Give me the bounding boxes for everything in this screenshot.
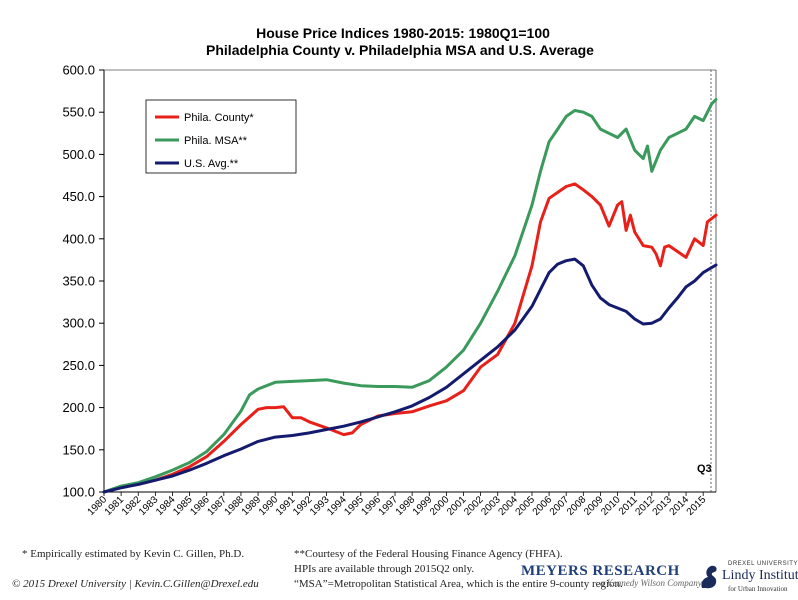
- copyright: © 2015 Drexel University | Kevin.C.Gille…: [12, 578, 259, 590]
- y-tick-label: 550.0: [62, 105, 95, 120]
- drexel-university-label: DREXEL UNIVERSITY: [728, 561, 798, 567]
- legend-label: U.S. Avg.**: [184, 158, 239, 170]
- chart-subtitle: Philadelphia County v. Philadelphia MSA …: [206, 42, 594, 58]
- legend-box: [145, 99, 297, 174]
- series-line-phila-msa: [102, 98, 718, 494]
- y-tick-label: 400.0: [62, 231, 95, 246]
- y-tick-label: 200.0: [62, 400, 95, 415]
- drexel-dragon-icon: [701, 565, 717, 589]
- q3-annotation: Q3: [697, 463, 712, 475]
- y-tick-label: 500.0: [62, 147, 95, 162]
- legend-label: Phila. MSA**: [184, 135, 248, 147]
- y-tick-label: 350.0: [62, 274, 95, 289]
- y-tick-label: 100.0: [62, 485, 95, 500]
- y-tick-label: 300.0: [62, 316, 95, 331]
- footnote-hpi: HPIs are available through 2015Q2 only.: [294, 563, 475, 575]
- meyers-research-tagline: a Kennedy Wilson Company: [600, 578, 702, 588]
- series-line-phila-county: [102, 182, 718, 494]
- legend: Phila. County* Phila. MSA** U.S. Avg.**: [145, 99, 297, 174]
- y-tick-label: 150.0: [62, 442, 95, 457]
- series-line-us-avg: [102, 257, 718, 494]
- lindy-institute-tagline: for Urban Innovation: [728, 585, 788, 593]
- series-layer: [102, 98, 718, 494]
- footnote-msa: “MSA”=Metropolitan Statistical Area, whi…: [294, 578, 623, 590]
- x-tick-label: 2015: [685, 494, 709, 518]
- footnote-author: * Empirically estimated by Kevin C. Gill…: [22, 548, 245, 560]
- chart-axes: 100.0 150.0 200.0 250.0 300.0 350.0 400.0 450.0…: [62, 63, 717, 518]
- y-tick-label: 450.0: [62, 189, 95, 204]
- footnote-fhfa: **Courtesy of the Federal Housing Financ…: [294, 548, 563, 560]
- chart-title: House Price Indices 1980-2015: 1980Q1=10…: [256, 25, 550, 41]
- lindy-institute-logo: Lindy Institute: [722, 568, 798, 583]
- legend-label: Phila. County*: [184, 112, 254, 124]
- meyers-research-logo: MEYERS RESEARCH: [521, 563, 680, 579]
- y-tick-label: 600.0: [62, 63, 95, 78]
- y-tick-label: 250.0: [62, 358, 95, 373]
